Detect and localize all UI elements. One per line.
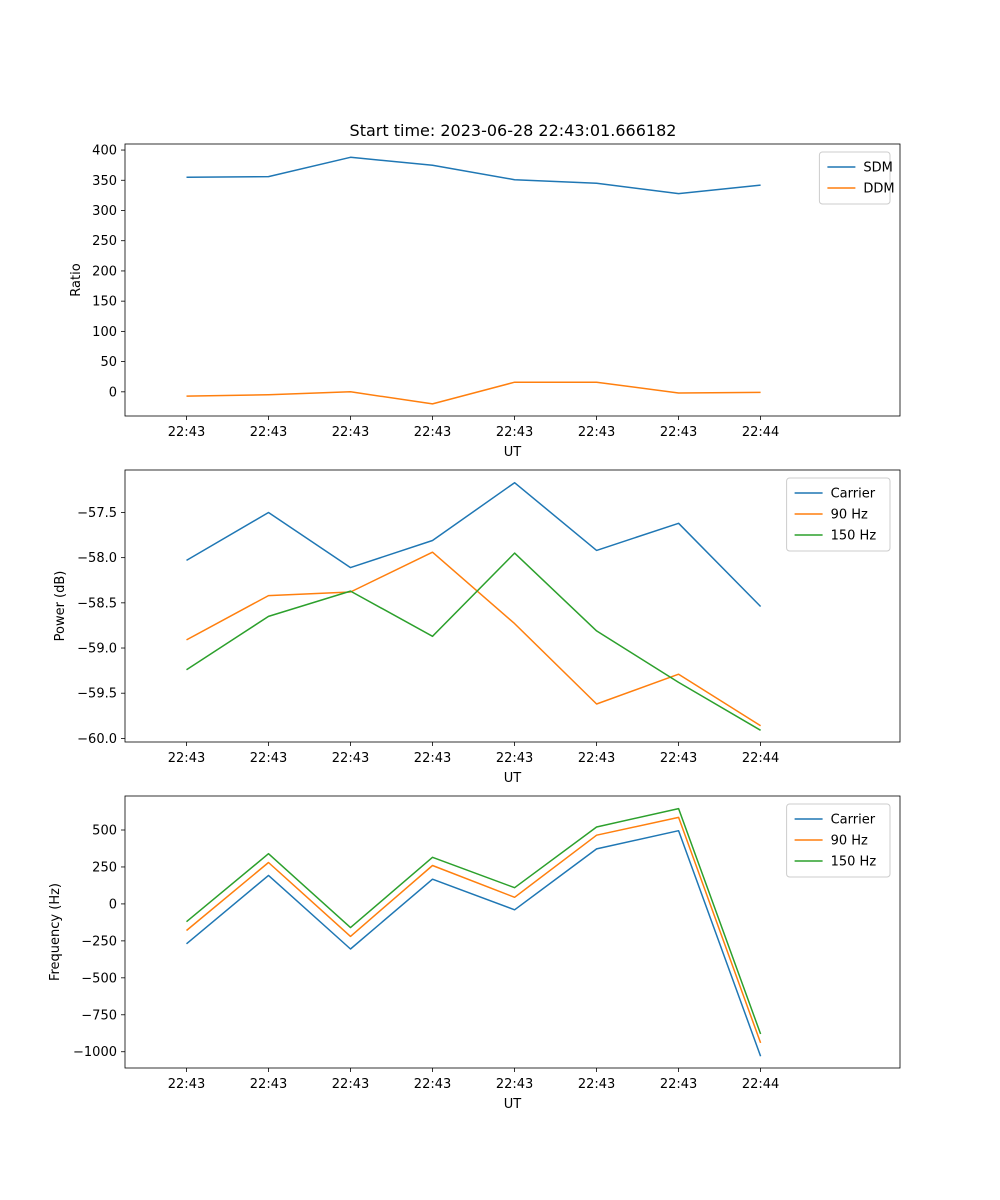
x-tick-label: 22:43 <box>660 751 697 766</box>
series-line-90-hz <box>186 551 761 727</box>
axes-frame <box>124 795 901 1069</box>
y-tick-label: −59.0 <box>77 642 117 657</box>
y-tick-label: −60.0 <box>77 732 117 747</box>
legend-box <box>818 151 891 205</box>
y-tick-label: 0 <box>109 385 117 400</box>
series-line-90-hz <box>186 816 762 1044</box>
legend-entry: 90 Hz <box>831 508 868 523</box>
legend-box <box>786 803 891 878</box>
y-tick-label: 250 <box>92 860 117 875</box>
x-tick-label: 22:43 <box>168 751 205 766</box>
subplot-2: 22:43 22:43 22:43 22:43 22:43 22:43 22:43 22:44… <box>53 469 901 786</box>
y-axis-label: Frequency (Hz) <box>48 883 63 981</box>
x-tick-label: 22:43 <box>496 425 533 440</box>
legend-entry: 90 Hz <box>831 834 868 849</box>
x-tick-label: 22:43 <box>414 751 451 766</box>
x-tick-label: 22:43 <box>250 751 287 766</box>
x-tick-label: 22:43 <box>250 425 287 440</box>
legend-entry: 150 Hz <box>831 855 877 870</box>
y-tick-label: 300 <box>92 204 117 219</box>
chart-title: Start time: 2023-06-28 22:43:01.666182 <box>350 121 677 140</box>
series-line-carrier <box>186 481 762 608</box>
y-tick-label: −57.5 <box>77 506 117 521</box>
y-tick-label: 200 <box>92 264 117 279</box>
y-tick-label: 0 <box>109 897 117 912</box>
legend-entry: DDM <box>863 182 894 197</box>
y-tick-label: −58.5 <box>77 596 117 611</box>
x-tick-label: 22:43 <box>250 1077 287 1092</box>
legend-entry: Carrier <box>831 487 876 502</box>
x-tick-label: 22:43 <box>578 751 615 766</box>
y-tick-label: 350 <box>92 174 117 189</box>
x-axis-label: UT <box>504 1097 522 1112</box>
x-tick-label: 22:43 <box>414 1077 451 1092</box>
y-tick-label: 50 <box>100 355 117 370</box>
axes-frame <box>124 469 901 743</box>
x-tick-label: 22:43 <box>496 751 533 766</box>
x-axis-label: UT <box>504 445 522 460</box>
legend-entry: SDM <box>863 161 892 176</box>
y-axis-label: Ratio <box>69 263 84 296</box>
legend-box <box>786 477 891 552</box>
legend: Carrier 90 Hz 150 Hz <box>786 803 891 878</box>
legend-entry: 150 Hz <box>831 529 877 544</box>
y-tick-label: 250 <box>92 234 117 249</box>
y-axis-label: Power (dB) <box>53 571 68 642</box>
axes-frame <box>124 143 901 417</box>
series-line-sdm <box>186 156 761 195</box>
legend: Carrier 90 Hz 150 Hz <box>786 477 891 552</box>
x-tick-label: 22:43 <box>660 425 697 440</box>
legend: SDM DDM <box>818 151 895 205</box>
y-tick-label: −250 <box>81 934 117 949</box>
y-tick-label: −59.5 <box>77 687 117 702</box>
y-tick-label: −58.0 <box>77 551 117 566</box>
x-tick-label: 22:43 <box>332 425 369 440</box>
x-tick-label: 22:43 <box>168 425 205 440</box>
x-tick-label: 22:43 <box>168 1077 205 1092</box>
subplot-3: 22:43 22:43 22:43 22:43 22:43 22:43 22:43 22:44… <box>48 795 901 1112</box>
y-tick-label: −750 <box>81 1008 117 1023</box>
y-tick-label: −500 <box>81 971 117 986</box>
x-tick-label: 22:44 <box>742 1077 779 1092</box>
x-tick-label: 22:43 <box>332 751 369 766</box>
series-line-150-hz <box>186 807 762 1035</box>
x-tick-label: 22:43 <box>496 1077 533 1092</box>
x-tick-label: 22:43 <box>660 1077 697 1092</box>
x-tick-label: 22:43 <box>414 425 451 440</box>
x-axis-label: UT <box>504 771 522 786</box>
series-line-ddm <box>186 381 761 405</box>
legend-entry: Carrier <box>831 813 876 828</box>
y-tick-label: −1000 <box>73 1045 117 1060</box>
y-tick-label: 500 <box>92 824 117 839</box>
x-tick-label: 22:44 <box>742 751 779 766</box>
x-tick-label: 22:43 <box>578 425 615 440</box>
x-tick-label: 22:43 <box>578 1077 615 1092</box>
series-line-150-hz <box>186 552 761 731</box>
y-tick-label: 100 <box>92 325 117 340</box>
x-tick-label: 22:44 <box>742 425 779 440</box>
series-line-carrier <box>186 829 762 1057</box>
y-tick-label: 400 <box>92 144 117 159</box>
y-tick-label: 150 <box>92 295 117 310</box>
plots: 22:43 22:43 22:43 22:43 22:43 22:43 22:43 22:44… <box>48 143 901 1112</box>
subplot-1: 22:43 22:43 22:43 22:43 22:43 22:43 22:43 22:44… <box>69 143 901 460</box>
x-tick-label: 22:43 <box>332 1077 369 1092</box>
